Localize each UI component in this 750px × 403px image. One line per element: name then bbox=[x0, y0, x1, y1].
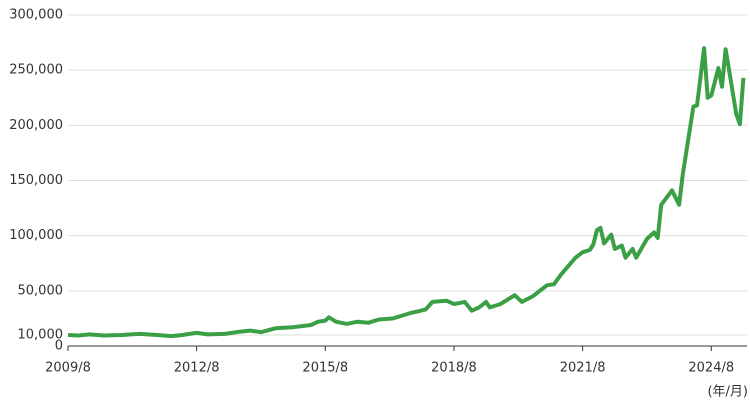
x-tick-label: 2024/8 bbox=[688, 361, 734, 376]
y-tick-label: 200,000 bbox=[9, 118, 63, 133]
y-tick-label: 100,000 bbox=[9, 228, 63, 243]
y-tick-label: 150,000 bbox=[9, 173, 63, 188]
x-tick-label: 2009/8 bbox=[45, 361, 91, 376]
data-line bbox=[67, 46, 746, 339]
y-tick-label: 300,000 bbox=[9, 8, 63, 23]
x-tick-label: 2021/8 bbox=[560, 361, 606, 376]
y-tick-label: 50,000 bbox=[18, 283, 64, 298]
x-tick-label: 2018/8 bbox=[431, 361, 477, 376]
y-tick-label: 0 bbox=[55, 339, 63, 354]
y-tick-label: 250,000 bbox=[9, 63, 63, 78]
x-unit-label: (年/月) bbox=[707, 385, 748, 400]
x-tick-label: 2012/8 bbox=[174, 361, 220, 376]
y-tick-label: 10,000 bbox=[18, 327, 64, 342]
x-tick-label: 2015/8 bbox=[302, 361, 348, 376]
